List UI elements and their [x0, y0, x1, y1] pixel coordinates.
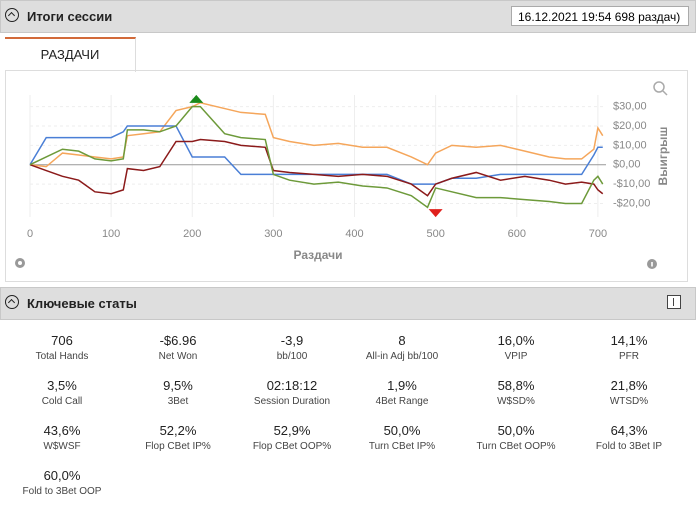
x-tick-label: 200 — [183, 228, 201, 240]
y-tick-label: -$10,00 — [613, 178, 650, 190]
stat-label: Turn CBet IP% — [368, 441, 436, 452]
stat-label: Flop CBet IP% — [145, 441, 211, 452]
chart-panel — [5, 70, 688, 282]
stat: 3,5% Cold Call — [5, 378, 119, 407]
session-select[interactable]: 16.12.2021 19:54 698 раздач) — [511, 6, 689, 26]
y-tick-label: $20,00 — [613, 120, 647, 132]
stat-value: 706 — [51, 333, 73, 348]
stat-label: Net Won — [158, 351, 198, 362]
y-tick-label: $10,00 — [613, 139, 647, 151]
stat-value: 21,8% — [610, 378, 648, 393]
y-tick-label: $30,00 — [613, 101, 647, 113]
series-line — [29, 125, 603, 185]
series-line — [29, 101, 604, 168]
min-marker — [428, 209, 443, 218]
stat-value: 52,9% — [273, 423, 311, 438]
stat-value: 02:18:12 — [266, 378, 318, 393]
stat-label: Total Hands — [35, 351, 89, 362]
max-marker — [189, 94, 204, 103]
stat: 706 Total Hands — [5, 333, 119, 362]
stat-label: Fold to 3Bet IP — [595, 441, 663, 452]
stat-value: 50,0% — [383, 423, 421, 438]
y-tick-label: -$20,00 — [613, 197, 650, 209]
stat-value: 64,3% — [610, 423, 648, 438]
stat-label: W$WSF — [43, 441, 81, 452]
stat-value: 14,1% — [610, 333, 648, 348]
stat-label: WTSD% — [609, 396, 649, 407]
y-axis-label: Выигрыш — [656, 127, 670, 186]
stat: 8 All-in Adj bb/100 — [345, 333, 459, 362]
stat-value: 50,0% — [497, 423, 535, 438]
x-tick-label: 100 — [102, 228, 120, 240]
stat-value: -3,9 — [280, 333, 304, 348]
stats-bar: Ключевые статы — [0, 287, 696, 320]
stat-value: 16,0% — [497, 333, 535, 348]
stat: 21,8% WTSD% — [572, 378, 686, 407]
stat-value: 3,5% — [47, 378, 77, 393]
x-axis-label: Раздачи — [294, 248, 343, 262]
info-icon[interactable] — [647, 259, 657, 269]
collapse-button[interactable] — [5, 8, 19, 22]
stat: 16,0% VPIP — [459, 333, 573, 362]
stat-label: bb/100 — [276, 351, 308, 362]
stat: 52,9% Flop CBet OOP% — [235, 423, 349, 452]
stat-label: 3Bet — [167, 396, 189, 407]
x-tick-label: 400 — [345, 228, 363, 240]
session-title: Итоги сессии — [27, 9, 113, 24]
settings-icon[interactable] — [15, 258, 25, 268]
x-tick-label: 500 — [426, 228, 444, 240]
x-tick-label: 300 — [264, 228, 282, 240]
stat-label: Flop CBet OOP% — [252, 441, 332, 452]
series-line — [29, 138, 604, 197]
stat-value: -$6.96 — [159, 333, 197, 348]
stat-label: W$SD% — [497, 396, 535, 407]
collapse-button[interactable] — [5, 295, 19, 309]
stat-label: Cold Call — [41, 396, 83, 407]
stat-value: 58,8% — [497, 378, 535, 393]
y-tick-label: $0,00 — [613, 159, 641, 171]
x-tick-label: 0 — [27, 228, 33, 240]
stat-label: VPIP — [504, 351, 528, 362]
stat: 43,6% W$WSF — [5, 423, 119, 452]
session-bar: Итоги сессии 16.12.2021 19:54 698 раздач… — [0, 0, 696, 33]
plot-area — [30, 95, 606, 217]
stat-label: PFR — [619, 351, 639, 362]
x-tick-label: 600 — [508, 228, 526, 240]
x-tick-label: 700 — [589, 228, 607, 240]
stat: 50,0% Turn CBet IP% — [345, 423, 459, 452]
stat-label: Turn CBet OOP% — [476, 441, 556, 452]
zoom-icon[interactable] — [653, 81, 668, 96]
stat-value: 60,0% — [43, 468, 81, 483]
stat-value: 1,9% — [387, 378, 417, 393]
stat: 1,9% 4Bet Range — [345, 378, 459, 407]
layout-button[interactable] — [667, 295, 681, 309]
stat: 9,5% 3Bet — [121, 378, 235, 407]
stat: -3,9 bb/100 — [235, 333, 349, 362]
stats-title: Ключевые статы — [27, 296, 137, 311]
stat-label: All-in Adj bb/100 — [365, 351, 439, 362]
stat: -$6.96 Net Won — [121, 333, 235, 362]
stat: 50,0% Turn CBet OOP% — [459, 423, 573, 452]
tab[interactable]: РАЗДАЧИ — [5, 37, 136, 72]
stat: 52,2% Flop CBet IP% — [121, 423, 235, 452]
stat: 58,8% W$SD% — [459, 378, 573, 407]
stat-value: 8 — [398, 333, 406, 348]
stat: 64,3% Fold to 3Bet IP — [572, 423, 686, 452]
stat-label: Fold to 3Bet OOP — [22, 486, 102, 497]
stat-label: Session Duration — [253, 396, 331, 407]
stat: 60,0% Fold to 3Bet OOP — [5, 468, 119, 497]
series-line — [29, 105, 604, 209]
chart: Раздачи Выигрыш 0 100 200 300 400 500 600 700 $3… — [15, 81, 670, 269]
stat-value: 43,6% — [43, 423, 81, 438]
stat: 02:18:12 Session Duration — [235, 378, 349, 407]
stat: 14,1% PFR — [572, 333, 686, 362]
stat-label: 4Bet Range — [375, 396, 429, 407]
stat-value: 9,5% — [163, 378, 193, 393]
stat-value: 52,2% — [159, 423, 197, 438]
